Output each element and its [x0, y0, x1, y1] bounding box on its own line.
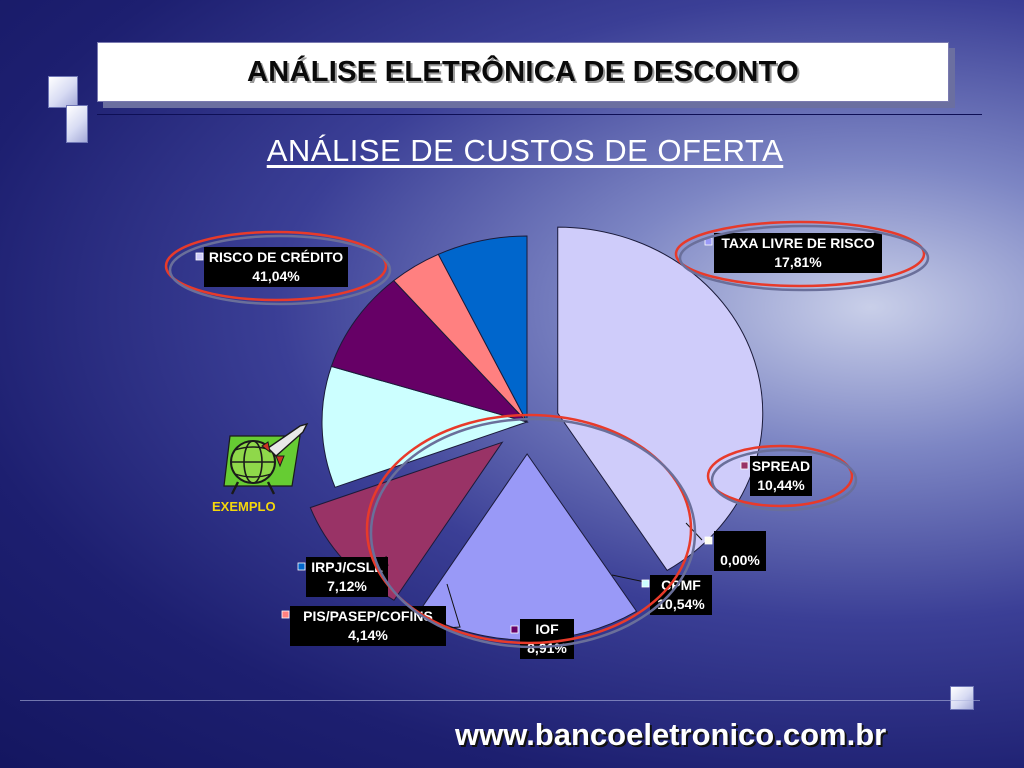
- data-label-name: IOF: [535, 621, 559, 637]
- data-label: RISCO DE CRÉDITO 41,04%: [195, 247, 348, 287]
- pie-slice-iof: [330, 279, 529, 423]
- decor-square-2: [66, 105, 88, 143]
- data-label-value: 7,12%: [327, 578, 367, 594]
- leader-line: [611, 574, 646, 583]
- highlight-ring: [706, 444, 854, 508]
- data-label: 0,00%: [704, 531, 766, 571]
- highlight-ring: [674, 220, 926, 288]
- highlight-ring: [164, 230, 388, 302]
- data-label-name: PIS/PASEP/COFINS: [303, 608, 433, 624]
- data-label-name: IRPJ/CSLL: [311, 559, 383, 575]
- data-label-box: [204, 247, 348, 287]
- data-label: IRPJ/CSLL 7,12%: [297, 557, 388, 597]
- data-label-name: TAXA LIVRE DE RISCO: [721, 235, 874, 251]
- data-label-box: [750, 456, 812, 496]
- highlight-ring: [168, 234, 392, 306]
- data-label: PIS/PASEP/COFINS 4,14%: [281, 606, 446, 646]
- title-divider: [97, 114, 982, 115]
- slide-title: ANÁLISE ELETRÔNICA DE DESCONTO: [247, 55, 799, 88]
- footer-url[interactable]: www.bancoeletronico.com.br: [455, 717, 887, 752]
- pie-slice-risco-de-cr-dito: [557, 226, 764, 572]
- highlight-ring: [369, 417, 697, 649]
- data-label: TAXA LIVRE DE RISCO 17,81%: [704, 233, 882, 273]
- legend-key: [510, 625, 519, 634]
- legend-key: [195, 252, 204, 261]
- legend-key: [704, 536, 713, 545]
- legend-key: [281, 610, 290, 619]
- data-label-value: 10,54%: [657, 596, 705, 612]
- data-label-value: 10,44%: [757, 477, 805, 493]
- data-label-name: RISCO DE CRÉDITO: [209, 249, 343, 265]
- footer-divider: [20, 700, 980, 701]
- highlight-ring: [710, 448, 858, 512]
- globe-rocket-icon: [223, 422, 309, 495]
- highlight-ring: [678, 224, 930, 292]
- legend-key: [740, 461, 749, 470]
- data-label-name: SPREAD: [752, 458, 810, 474]
- decor-square-3: [950, 686, 974, 710]
- highlight-ring: [365, 413, 693, 645]
- data-label-value: 0,00%: [720, 552, 760, 568]
- data-label-value: 41,04%: [252, 268, 300, 284]
- pie-slice-irpj-csll: [437, 235, 528, 423]
- decor-square-1: [48, 76, 78, 108]
- pie-slice-cpmf: [321, 365, 529, 488]
- legend-key: [297, 562, 306, 571]
- mascot-label: EXEMPLO: [212, 499, 276, 514]
- legend-key: [641, 579, 650, 588]
- title-box: ANÁLISE ELETRÔNICA DE DESCONTO: [97, 42, 949, 102]
- data-label-box: [714, 531, 766, 571]
- data-label-box: [714, 233, 882, 273]
- data-label-value: 17,81%: [774, 254, 822, 270]
- chart-subtitle: ANÁLISE DE CUSTOS DE OFERTA: [266, 133, 784, 168]
- data-label: SPREAD 10,44%: [740, 456, 812, 496]
- data-label-value: 4,14%: [348, 627, 388, 643]
- data-label-name: CPMF: [661, 577, 701, 593]
